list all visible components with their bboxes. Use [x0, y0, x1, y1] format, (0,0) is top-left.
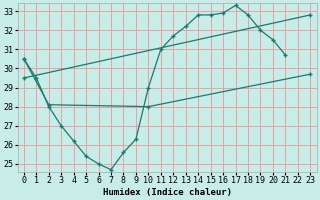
X-axis label: Humidex (Indice chaleur): Humidex (Indice chaleur) [103, 188, 232, 197]
